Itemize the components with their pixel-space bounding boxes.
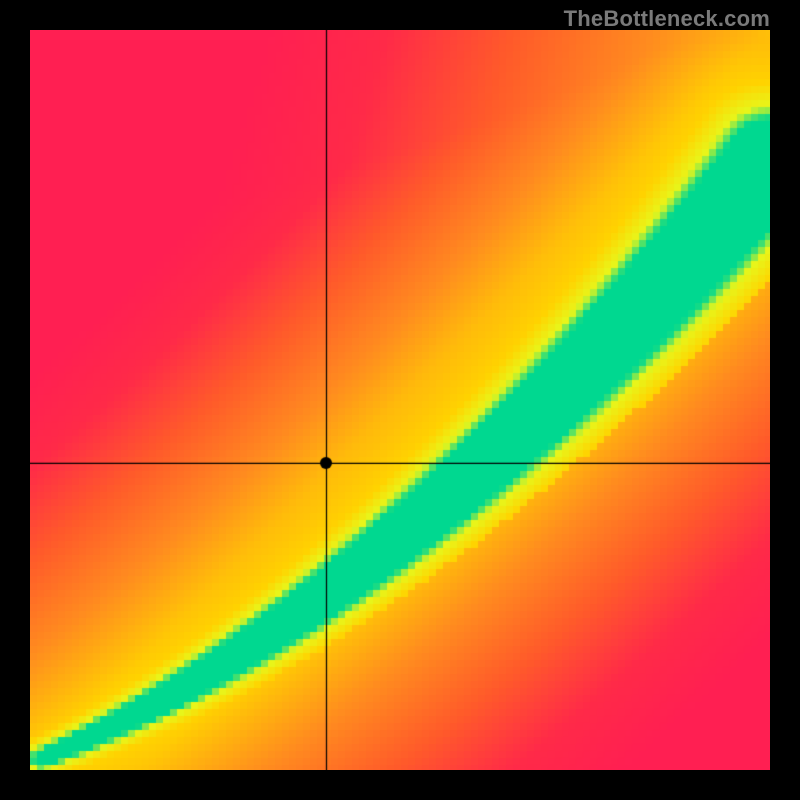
heatmap-canvas — [30, 30, 770, 770]
watermark-label: TheBottleneck.com — [564, 6, 770, 32]
chart-container: TheBottleneck.com — [0, 0, 800, 800]
